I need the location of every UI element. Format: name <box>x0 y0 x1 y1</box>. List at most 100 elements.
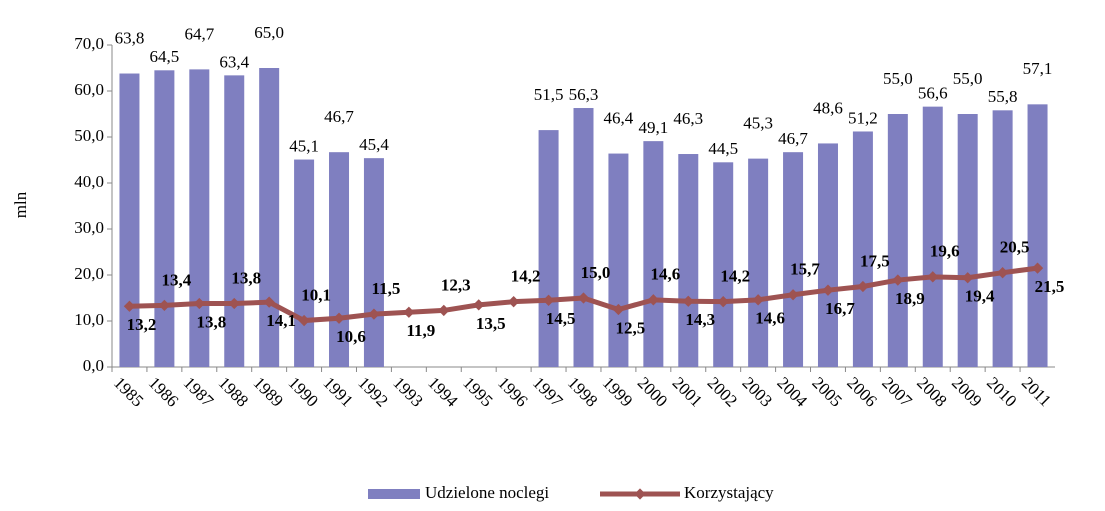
line-value-label: 20,5 <box>1000 238 1030 257</box>
line-marker <box>647 294 660 306</box>
line-value-label: 10,1 <box>301 285 331 304</box>
line-value-label: 16,7 <box>825 299 855 318</box>
bar <box>852 131 873 367</box>
legend-label: Korzystający <box>684 483 774 502</box>
bar <box>713 162 734 367</box>
bar-value-label: 48,6 <box>813 98 843 117</box>
line-marker <box>263 296 275 308</box>
x-tick-label: 2003 <box>739 373 776 410</box>
bar <box>538 130 559 367</box>
line-value-label: 11,9 <box>406 321 435 340</box>
bar <box>678 154 699 367</box>
line-marker <box>857 280 869 293</box>
line-value-label: 10,6 <box>336 327 366 346</box>
line-marker <box>403 306 415 318</box>
line-marker <box>717 296 729 308</box>
x-tick-label: 1997 <box>529 373 567 411</box>
x-tick-label: 1998 <box>564 373 601 410</box>
line-value-label: 13,8 <box>196 312 226 331</box>
bar-value-label: 63,4 <box>219 52 249 71</box>
line-marker <box>927 271 939 283</box>
x-tick-label: 2002 <box>704 373 741 410</box>
line-value-label: 12,5 <box>616 318 646 337</box>
x-tick-label: 1985 <box>110 373 147 410</box>
bar <box>119 73 140 368</box>
line-marker <box>1031 262 1044 274</box>
x-tick-label: 1999 <box>599 373 636 410</box>
x-tick-label: 2005 <box>808 373 845 410</box>
line-marker <box>892 274 904 286</box>
y-axis-label: mln <box>11 191 30 218</box>
x-tick-label: 2004 <box>773 373 811 411</box>
bar <box>1027 104 1048 367</box>
legend-label: Udzielone noclegi <box>425 483 549 502</box>
bar-value-label: 56,3 <box>569 85 599 104</box>
legend-swatch <box>368 489 420 499</box>
line-marker <box>752 294 764 306</box>
y-tick-label: 20,0 <box>74 264 104 283</box>
line-value-label: 15,0 <box>581 263 611 282</box>
bar-value-label: 51,2 <box>848 108 878 127</box>
line-marker <box>438 304 450 317</box>
bar-value-label: 46,7 <box>324 107 354 126</box>
bar <box>887 114 908 367</box>
line-value-label: 18,9 <box>895 289 925 308</box>
bar-value-label: 55,8 <box>988 87 1018 106</box>
bar-value-label: 46,3 <box>673 109 703 128</box>
bar <box>922 106 943 367</box>
x-tick-label: 1996 <box>494 373 531 410</box>
bar-value-label: 45,4 <box>359 135 389 154</box>
x-tick-label: 1988 <box>215 373 252 410</box>
bar-value-label: 44,5 <box>708 139 738 158</box>
line-value-label: 14,6 <box>650 265 680 284</box>
line-value-label: 14,5 <box>546 309 576 328</box>
x-tick-label: 2006 <box>843 373 880 410</box>
bar <box>608 153 629 367</box>
bar <box>294 159 315 367</box>
bar <box>817 143 838 367</box>
bar <box>259 68 280 367</box>
line-marker <box>228 297 240 310</box>
line-marker <box>542 294 555 306</box>
line-marker <box>333 312 345 324</box>
x-tick-label: 1995 <box>459 373 496 410</box>
line-marker <box>682 295 694 307</box>
x-tick-label: 1987 <box>180 373 218 411</box>
y-tick-label: 60,0 <box>74 80 104 99</box>
y-tick-label: 30,0 <box>74 218 104 237</box>
bar-value-label: 64,7 <box>184 24 214 43</box>
line-value-label: 14,2 <box>511 267 541 286</box>
legend-marker <box>634 488 646 500</box>
line-value-label: 21,5 <box>1035 277 1065 296</box>
y-tick-label: 40,0 <box>74 172 104 191</box>
line-value-label: 12,3 <box>441 275 471 294</box>
y-tick-label: 0,0 <box>83 356 104 375</box>
bar <box>154 70 175 368</box>
x-tick-label: 2009 <box>948 373 985 410</box>
bar <box>329 152 350 367</box>
line-marker <box>787 289 799 301</box>
line-value-label: 11,5 <box>372 279 401 298</box>
y-tick-label: 70,0 <box>74 34 104 53</box>
bar-value-label: 63,8 <box>115 28 145 47</box>
line-value-label: 14,2 <box>720 267 750 286</box>
bar <box>783 152 804 367</box>
x-tick-label: 2011 <box>1018 373 1055 410</box>
bar-value-label: 57,1 <box>1023 59 1053 78</box>
x-tick-label: 2007 <box>878 373 916 411</box>
bar-value-label: 51,5 <box>534 85 564 104</box>
bar-value-label: 45,1 <box>289 136 319 155</box>
line-marker <box>158 299 171 312</box>
bar-value-label: 46,4 <box>604 108 634 127</box>
x-tick-label: 1986 <box>145 373 182 410</box>
line-value-label: 13,4 <box>162 270 192 289</box>
line-value-label: 13,8 <box>231 268 261 287</box>
line-marker <box>298 314 310 327</box>
bar-value-label: 46,7 <box>778 129 808 148</box>
bar <box>992 110 1013 367</box>
line-value-label: 14,3 <box>685 310 715 329</box>
line-marker <box>193 297 205 310</box>
x-tick-label: 1991 <box>319 373 356 410</box>
x-tick-label: 2008 <box>913 373 950 410</box>
